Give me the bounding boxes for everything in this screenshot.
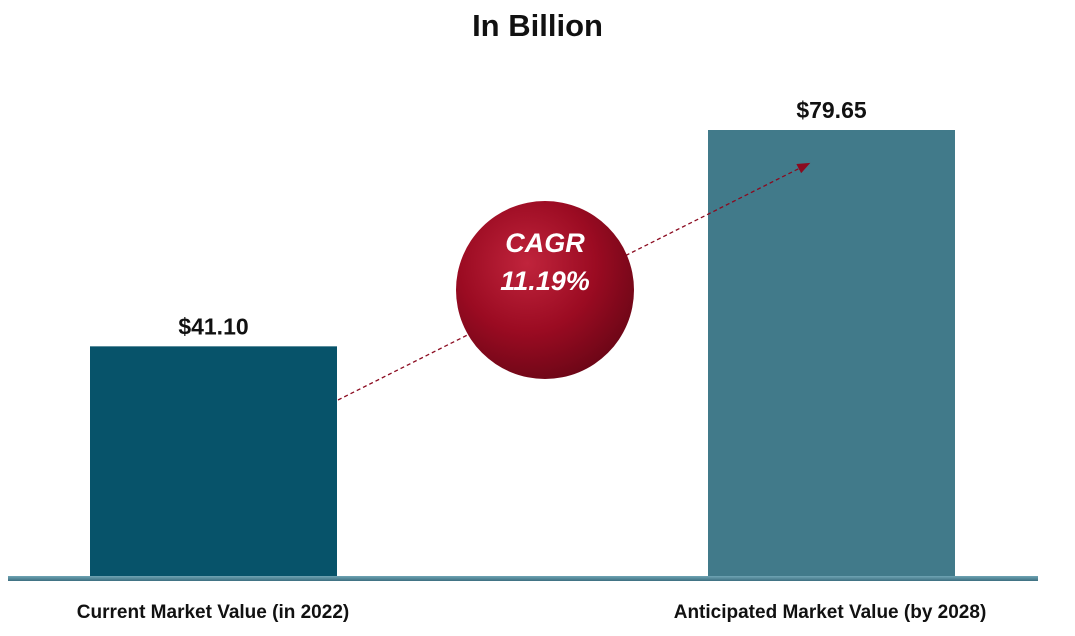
cagr-circle bbox=[456, 201, 634, 379]
bar-value-label-1: $41.10 bbox=[178, 313, 248, 339]
category-label-2: Anticipated Market Value (by 2028) bbox=[674, 602, 987, 623]
category-label-1: Current Market Value (in 2022) bbox=[77, 602, 349, 623]
x-axis-line bbox=[8, 576, 1038, 581]
chart-title: In Billion bbox=[472, 8, 603, 43]
bar-value-label-2: $79.65 bbox=[796, 97, 867, 123]
cagr-value: 11.19% bbox=[500, 266, 590, 296]
bar-1 bbox=[90, 346, 337, 577]
cagr-badge: CAGR 11.19% bbox=[456, 201, 634, 379]
bar-2 bbox=[708, 130, 955, 577]
cagr-label: CAGR bbox=[505, 228, 585, 258]
